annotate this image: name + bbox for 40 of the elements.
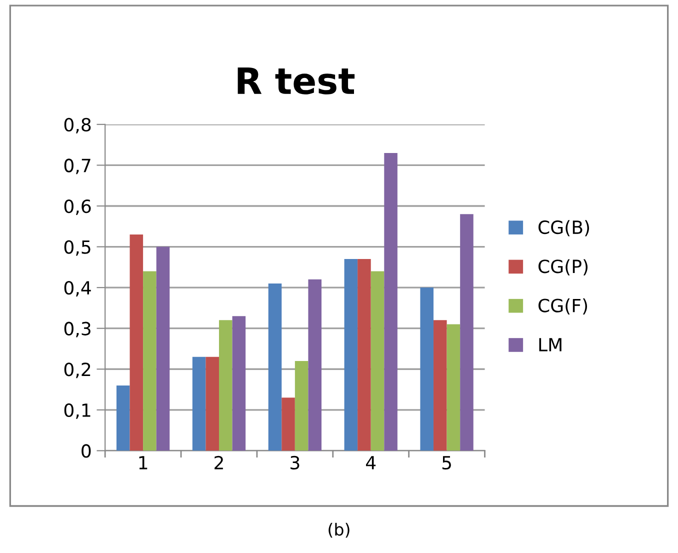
legend-label: CG(B) [538, 220, 590, 236]
bar [370, 271, 384, 451]
chart-title: R test [238, 68, 355, 94]
bar [446, 324, 460, 451]
legend-label: LM [539, 338, 562, 352]
bar [232, 316, 246, 451]
x-tick-label: 1 [139, 456, 148, 470]
bar [434, 320, 447, 451]
legend-label: CG(F) [538, 298, 588, 314]
bar [218, 320, 232, 451]
bar [143, 271, 156, 451]
text: (b) [328, 522, 350, 538]
y-tick-label: 0,1 [64, 403, 90, 419]
bar [268, 283, 282, 451]
x-tick-label: 3 [290, 456, 300, 470]
bar [156, 246, 170, 451]
y-tick-label: 0,2 [64, 362, 90, 378]
y-tick-label: 0,4 [64, 281, 91, 297]
bar [294, 360, 308, 451]
y-tick-label: 0,6 [64, 199, 91, 215]
y-tick-label: 0,7 [64, 158, 90, 174]
x-tick-label: 5 [442, 456, 451, 470]
bar [308, 279, 322, 451]
x-tick-label: 4 [366, 456, 376, 470]
bar [282, 398, 295, 451]
bar [460, 214, 474, 451]
y-tick-label: 0,5 [64, 240, 90, 256]
bar [420, 288, 434, 451]
bar [358, 259, 371, 451]
bar [192, 356, 206, 451]
bar [130, 234, 144, 451]
bar [206, 356, 219, 451]
bar [344, 259, 358, 451]
y-tick-label: 0 [82, 444, 91, 458]
bar [384, 152, 398, 451]
legend-label: CG(P) [538, 259, 588, 276]
x-tick-label: 2 [214, 456, 223, 470]
y-tick-label: 0,3 [64, 322, 90, 338]
y-tick-label: 0,8 [64, 118, 91, 134]
bar [116, 385, 130, 451]
